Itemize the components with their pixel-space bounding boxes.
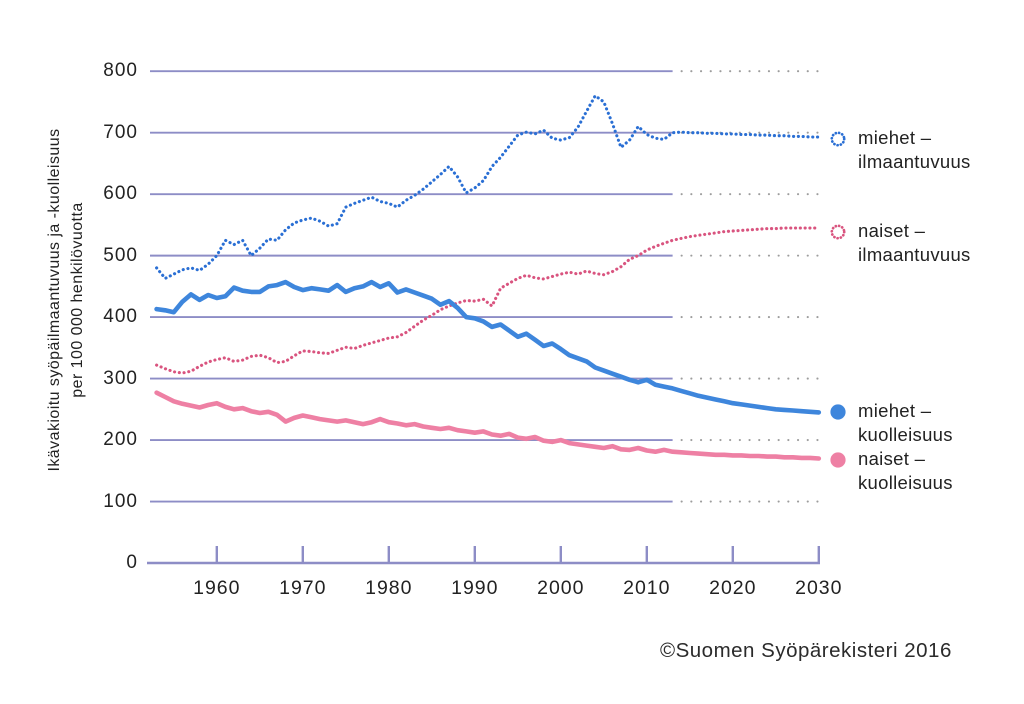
y-tick-label-700: 700: [103, 121, 138, 143]
solid-circle-marker-icon: [830, 404, 846, 420]
legend-label-line2: ilmaantuvuus: [858, 151, 971, 172]
legend-label-line2: ilmaantuvuus: [858, 244, 971, 265]
y-tick-label-0: 0: [126, 552, 138, 573]
x-tick-label-1990: 1990: [451, 577, 499, 599]
legend-item-naiset-kuolleisuus: naiset – kuolleisuus: [827, 447, 953, 495]
y-tick-label-200: 200: [103, 429, 138, 451]
series-line-naiset-kuolleisuus: [154, 390, 822, 461]
x-tick-label-1970: 1970: [279, 577, 327, 599]
legend-label-line2: kuolleisuus: [858, 472, 953, 493]
dotted-circle-marker-icon: [830, 224, 846, 240]
y-tick-label-600: 600: [103, 183, 138, 205]
copyright-text: ©Suomen Syöpärekisteri 2016: [660, 639, 952, 662]
y-tick-label-800: 800: [103, 60, 138, 82]
legend-item-naiset-ilmaantuvuus: naiset – ilmaantuvuus: [827, 219, 971, 267]
legend-label: naiset – kuolleisuus: [858, 447, 953, 495]
dotted-circle-marker-icon: [830, 131, 846, 147]
solid-circle-marker-icon: [830, 452, 846, 468]
series-line-miehet-kuolleisuus: [154, 279, 822, 415]
legend-label-line1: miehet –: [858, 127, 932, 148]
y-tick-label-100: 100: [103, 490, 138, 512]
legend-item-miehet-kuolleisuus: miehet – kuolleisuus: [827, 399, 953, 447]
series-line-naiset-ilmaantuvuus: [155, 226, 821, 375]
legend-label: naiset – ilmaantuvuus: [858, 219, 971, 267]
legend-label-line1: naiset –: [858, 448, 926, 469]
x-tick-label-1960: 1960: [193, 577, 241, 599]
legend-item-miehet-ilmaantuvuus: miehet – ilmaantuvuus: [827, 126, 971, 174]
legend-label-line1: miehet –: [858, 400, 932, 421]
y-tick-label-400: 400: [103, 306, 138, 328]
x-tick-label-2010: 2010: [623, 577, 671, 599]
y-tick-label-300: 300: [103, 367, 138, 389]
x-tick-label-2000: 2000: [537, 577, 585, 599]
x-tick-label-2030: 2030: [795, 577, 843, 599]
x-tick-label-2020: 2020: [709, 577, 757, 599]
legend-label: miehet – kuolleisuus: [858, 399, 953, 447]
y-tick-label-500: 500: [103, 244, 138, 266]
series-line-miehet-ilmaantuvuus: [155, 94, 821, 280]
legend-label-line2: kuolleisuus: [858, 424, 953, 445]
legend-label: miehet – ilmaantuvuus: [858, 126, 971, 174]
legend-label-line1: naiset –: [858, 220, 926, 241]
x-tick-label-1980: 1980: [365, 577, 413, 599]
